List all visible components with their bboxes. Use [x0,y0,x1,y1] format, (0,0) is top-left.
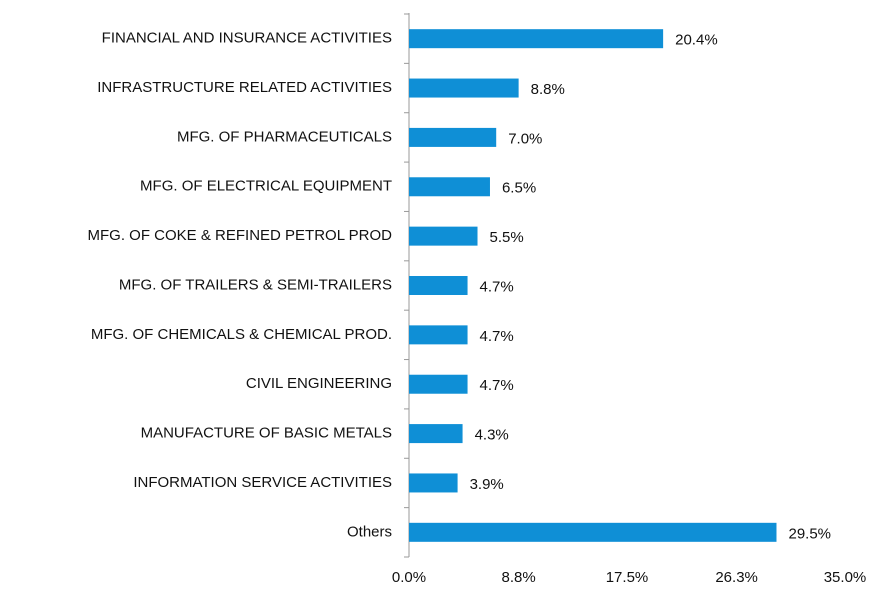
data-label: 5.5% [490,229,524,246]
data-label: 7.0% [508,130,542,147]
x-tick-label: 26.3% [715,569,758,586]
bar [409,226,478,246]
y-tick-label: MFG. OF CHEMICALS & CHEMICAL PROD. [91,326,392,343]
bar [409,522,777,542]
bar [409,374,468,394]
y-tick-label: MFG. OF PHARMACEUTICALS [177,128,392,145]
bar [409,276,468,295]
y-tick-label: Others [347,523,392,540]
bar [409,177,490,197]
data-label: 6.5% [502,180,536,197]
bar [409,78,519,98]
y-tick-label: MFG. OF COKE & REFINED PETROL PROD [88,227,393,244]
x-tick-label: 35.0% [824,569,867,586]
y-tick-label: MFG. OF ELECTRICAL EQUIPMENT [140,178,392,195]
x-tick-label: 17.5% [606,569,649,586]
data-label: 20.4% [675,32,718,49]
data-label: 4.3% [475,427,509,444]
bar [409,29,664,49]
bar [409,127,497,147]
y-tick-label: MANUFACTURE OF BASIC METALS [141,425,392,442]
y-tick-label: INFRASTRUCTURE RELATED ACTIVITIES [97,79,392,96]
bar [409,473,458,493]
y-tick-label: FINANCIAL AND INSURANCE ACTIVITIES [102,30,392,47]
data-label: 29.5% [788,525,831,542]
data-label: 4.7% [480,377,514,394]
data-label: 4.7% [480,278,514,295]
y-tick-label: CIVIL ENGINEERING [246,375,392,392]
data-label: 3.9% [470,476,504,493]
bar [409,424,463,444]
data-label: 4.7% [480,328,514,345]
bar [409,325,468,345]
y-tick-label: MFG. OF TRAILERS & SEMI-TRAILERS [119,276,392,293]
x-tick-label: 0.0% [392,569,426,586]
y-tick-label: INFORMATION SERVICE ACTIVITIES [133,474,392,491]
data-label: 8.8% [531,81,565,98]
x-tick-label: 8.8% [502,569,536,586]
